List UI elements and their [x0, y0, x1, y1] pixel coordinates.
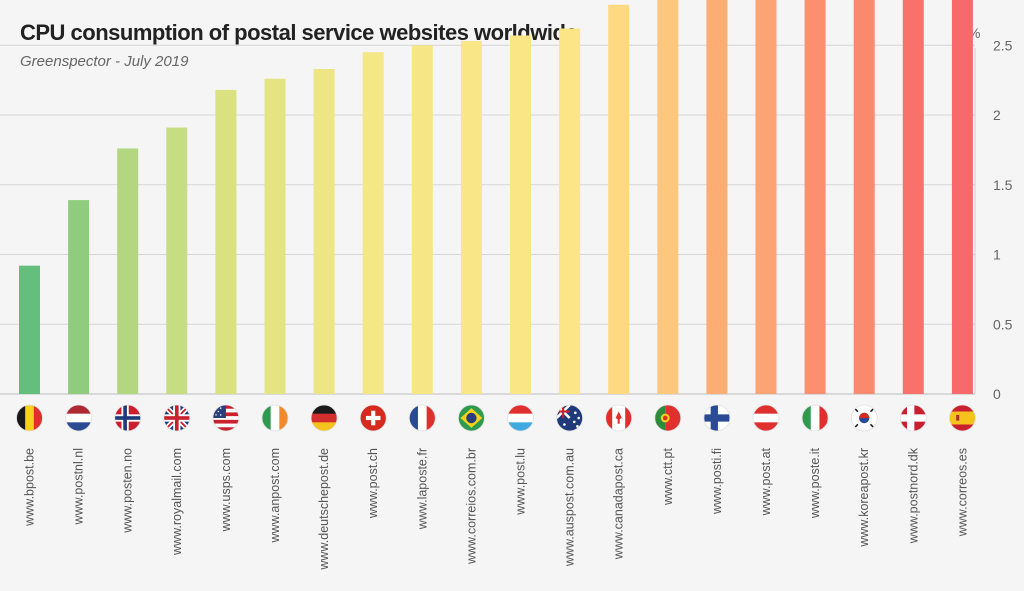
- bar: [902, 0, 924, 394]
- bar: [19, 265, 40, 394]
- bar: [117, 148, 139, 394]
- x-tick-label: www.auspost.com.au: [563, 448, 577, 567]
- chart-title: CPU consumption of postal service websit…: [20, 20, 578, 45]
- flag-netherlands-icon: [65, 405, 92, 431]
- flag-brazil-icon: [458, 405, 485, 431]
- bar: [804, 0, 826, 395]
- x-tick-label: www.posten.no: [121, 448, 135, 534]
- bar: [460, 41, 482, 394]
- y-tick-label: 1.5: [993, 177, 1013, 193]
- x-tick-label: www.post.lu: [514, 448, 528, 516]
- x-tick-label: www.ctt.pt: [661, 447, 675, 505]
- y-tick-label: 1: [993, 247, 1001, 263]
- x-tick-label: www.correios.com.br: [464, 448, 478, 565]
- bar: [510, 35, 531, 395]
- x-tick-label: www.post.ch: [366, 448, 380, 519]
- flag-australia-icon: [556, 405, 583, 431]
- flag-spain-icon: [949, 405, 976, 431]
- bar: [215, 89, 237, 394]
- flag-switzerland-icon: [360, 405, 387, 431]
- flag-belgium-icon: [16, 405, 43, 431]
- bar: [755, 0, 777, 394]
- bar: [559, 28, 581, 394]
- chart-subtitle: Greenspector - July 2019: [20, 53, 189, 70]
- bar: [68, 200, 90, 394]
- x-tick-label: www.bpost.be: [23, 448, 37, 527]
- bar: [853, 0, 875, 395]
- x-tick-label: www.correos.es: [955, 448, 969, 537]
- x-tick-label: www.anpost.com: [268, 448, 282, 543]
- flag-ireland-icon: [262, 405, 288, 431]
- flag-italy-icon: [802, 405, 829, 431]
- flag-united-kingdom-icon: [163, 405, 190, 431]
- flag-denmark-icon: [900, 405, 927, 431]
- y-tick-label: 0: [993, 386, 1001, 402]
- x-tick-label: www.royalmail.com: [170, 448, 184, 556]
- flag-usa-icon: [212, 405, 239, 431]
- x-tick-label: www.postnord.dk: [906, 447, 920, 544]
- x-tick-label: www.canadapost.ca: [612, 448, 626, 560]
- flag-norway-icon: [114, 405, 141, 431]
- y-tick-label: 2.5: [993, 37, 1013, 53]
- bar: [264, 78, 286, 394]
- flag-france-icon: [409, 405, 436, 431]
- bar: [362, 52, 384, 394]
- bar: [166, 127, 188, 395]
- flag-finland-icon: [703, 405, 730, 431]
- bar: [657, 0, 679, 395]
- bar: [951, 0, 973, 394]
- bar: [706, 0, 728, 394]
- flag-south-korea-icon: [851, 405, 878, 431]
- flag-canada-icon: [605, 405, 632, 431]
- bar: [608, 4, 630, 394]
- bar: [411, 45, 433, 394]
- x-tick-label: www.poste.it: [808, 447, 822, 519]
- x-tick-label: www.laposte.fr: [415, 448, 429, 530]
- x-tick-label: www.post.at: [759, 447, 773, 516]
- y-tick-label: 2: [993, 107, 1001, 123]
- y-tick-label: 0.5: [993, 316, 1013, 332]
- x-tick-label: www.usps.com: [219, 448, 233, 532]
- flag-portugal-icon: [654, 405, 681, 431]
- flag-austria-icon: [753, 405, 779, 431]
- x-tick-label: www.postnl.nl: [72, 448, 86, 525]
- x-tick-label: www.deutschepost.de: [317, 448, 331, 571]
- x-tick-label: www.posti.fi: [710, 448, 724, 515]
- x-tick-label: www.koreapost.kr: [857, 448, 871, 548]
- flag-germany-icon: [311, 405, 338, 431]
- flag-luxembourg-icon: [507, 405, 534, 431]
- bar: [313, 68, 335, 394]
